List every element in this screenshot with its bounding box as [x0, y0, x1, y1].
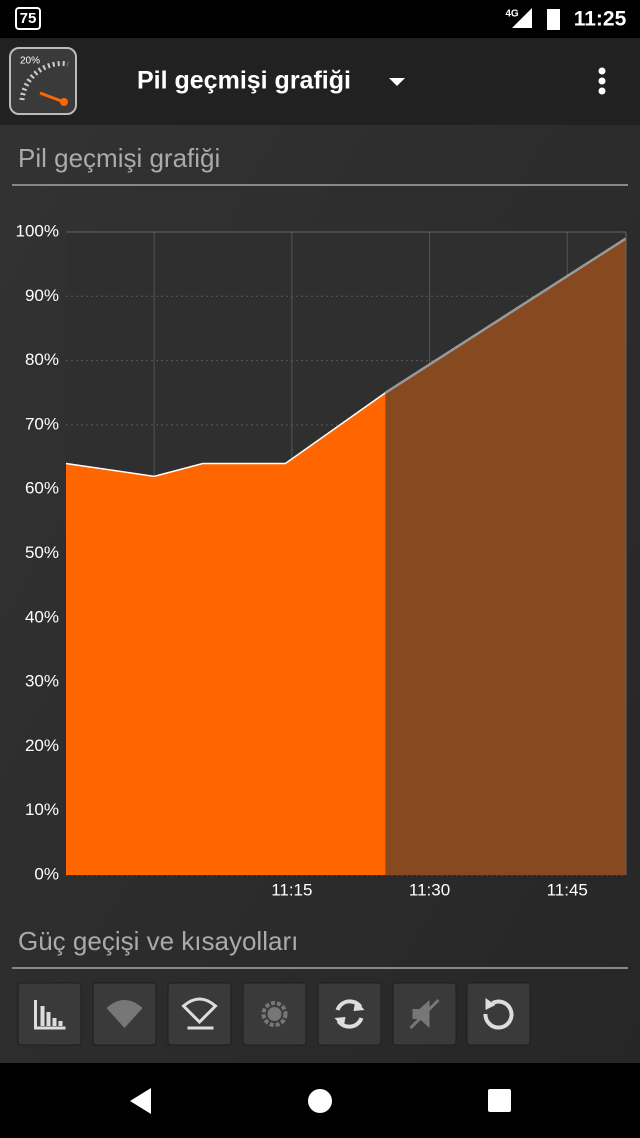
clock: 11:25	[574, 8, 627, 31]
chart: 0% 10% 20% 30% 40% 50% 60% 70% 80% 90% 100% 11:15 11…	[16, 221, 627, 899]
area	[66, 392, 386, 875]
shortcut-button[interactable]	[466, 982, 531, 1046]
overflow-menu[interactable]	[598, 67, 606, 95]
section-title: Güç geçişi ve kısayolları	[18, 926, 298, 956]
gauge-hub	[60, 98, 68, 106]
shortcut-button[interactable]	[167, 982, 232, 1046]
x-tick-label: 11:15	[271, 880, 312, 899]
shortcut-button[interactable]	[242, 982, 307, 1046]
y-tick-label: 50%	[25, 543, 59, 562]
button-icon	[334, 999, 365, 1029]
shortcut-bar	[17, 982, 531, 1046]
app-bar	[0, 38, 640, 125]
area-edge	[65, 392, 386, 478]
y-tick-label: 70%	[25, 414, 59, 433]
gauge-needle	[39, 91, 65, 104]
y-tick-label: 10%	[25, 800, 59, 819]
badge-frame	[15, 7, 41, 30]
button-face	[317, 982, 382, 1046]
button-face	[167, 982, 232, 1046]
shortcut-button[interactable]	[317, 982, 382, 1046]
shortcut-button[interactable]	[392, 982, 457, 1046]
y-tick-label: 20%	[25, 736, 59, 755]
app-title[interactable]: Pil geçmişi grafiği	[137, 67, 351, 95]
button-icon	[483, 998, 514, 1030]
network-label: 4G	[505, 9, 519, 20]
section-title: Pil geçmişi grafiği	[18, 143, 220, 173]
button-icon	[409, 998, 440, 1030]
y-tick-label: 40%	[25, 607, 59, 626]
home-button[interactable]	[308, 1089, 332, 1113]
y-tick-label: 90%	[25, 286, 59, 305]
button-face	[466, 982, 531, 1046]
area-edge	[384, 237, 627, 394]
dropdown-arrow[interactable]	[389, 78, 405, 86]
button-icon	[181, 997, 218, 1030]
area	[385, 238, 626, 875]
status-badge: 75	[20, 10, 37, 27]
back-button[interactable]	[130, 1088, 151, 1114]
shortcut-button[interactable]	[92, 982, 157, 1046]
y-tick-label: 100%	[16, 221, 59, 240]
button-icon	[34, 1000, 66, 1030]
button-icon	[261, 1001, 288, 1027]
battery-icon	[547, 9, 560, 30]
button-icon	[106, 1000, 143, 1028]
shortcut-button[interactable]	[17, 982, 82, 1046]
recents-button[interactable]	[488, 1089, 511, 1112]
signal-icon	[512, 8, 532, 28]
status-bar	[0, 0, 640, 38]
x-tick-label: 11:30	[409, 880, 450, 899]
y-tick-label: 60%	[25, 479, 59, 498]
y-tick-label: 0%	[34, 864, 59, 883]
y-tick-label: 30%	[25, 672, 59, 691]
x-tick-label: 11:45	[547, 880, 588, 899]
y-tick-label: 80%	[25, 350, 59, 369]
app-icon-label: 20%	[20, 56, 40, 67]
